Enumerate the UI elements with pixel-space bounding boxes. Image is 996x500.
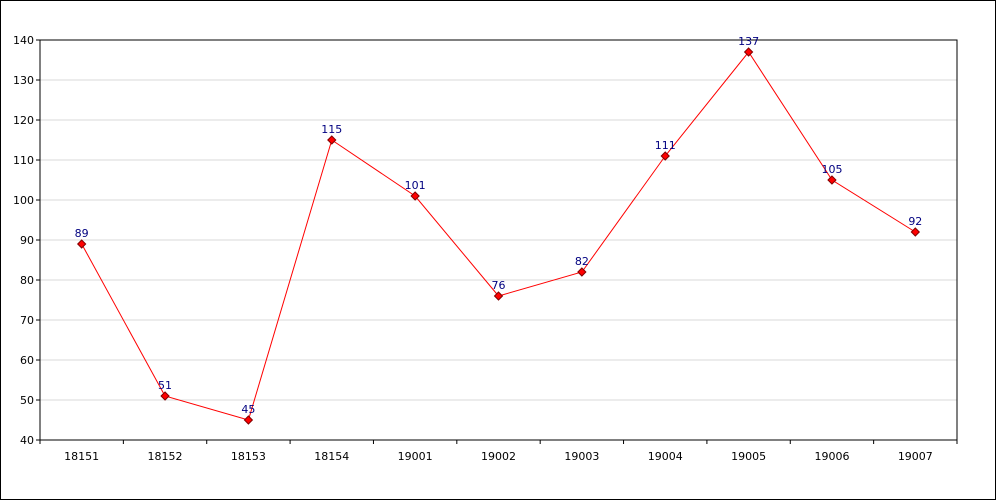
y-axis: 40 50 60 70 80 90 100 110 120 130 140 (13, 34, 40, 447)
data-point (577, 267, 587, 277)
data-label: 51 (158, 379, 172, 392)
y-tick-label: 70 (20, 314, 34, 327)
x-tick-label: 19005 (731, 450, 766, 463)
x-tick-label: 18153 (231, 450, 266, 463)
y-tick-label: 140 (13, 34, 34, 47)
data-point (910, 227, 921, 237)
x-tick-label: 19003 (564, 450, 599, 463)
data-label: 82 (575, 255, 589, 268)
data-point (660, 151, 670, 161)
data-labels: 89 51 45 115 101 76 82 111 137 105 92 (75, 35, 923, 416)
y-tick-label: 60 (20, 354, 34, 367)
y-tick-label: 130 (13, 74, 34, 87)
gridlines (40, 79, 957, 401)
data-point (76, 239, 87, 249)
data-point (410, 191, 420, 201)
data-point (160, 391, 170, 401)
data-label: 101 (405, 179, 426, 192)
data-label: 115 (321, 123, 342, 136)
data-label: 111 (655, 139, 676, 152)
x-tick-label: 18151 (64, 450, 99, 463)
data-label: 105 (821, 163, 842, 176)
data-label: 89 (75, 227, 89, 240)
y-tick-label: 90 (20, 234, 34, 247)
data-label: 137 (738, 35, 759, 48)
y-tick-label: 80 (20, 274, 34, 287)
series-markers (76, 47, 921, 425)
data-label: 76 (492, 279, 506, 292)
x-tick-label: 19004 (648, 450, 683, 463)
data-point (327, 135, 337, 145)
data-point (827, 175, 837, 185)
x-tick-label: 19002 (481, 450, 516, 463)
data-point (493, 291, 504, 301)
data-point (743, 47, 754, 57)
y-tick-label: 50 (20, 394, 34, 407)
y-tick-label: 100 (13, 194, 34, 207)
data-point (243, 415, 254, 425)
y-tick-label: 110 (13, 154, 34, 167)
series-line (81, 51, 916, 421)
x-tick-label: 19007 (898, 450, 933, 463)
x-tick-label: 18154 (314, 450, 349, 463)
y-tick-label: 40 (20, 434, 34, 447)
x-tick-label: 18152 (148, 450, 183, 463)
x-axis: 18151 18152 18153 18154 19001 19002 19003 19004… (39, 440, 958, 463)
data-label: 45 (241, 403, 255, 416)
y-tick-label: 120 (13, 114, 34, 127)
x-tick-label: 19001 (398, 450, 433, 463)
data-label: 92 (908, 215, 922, 228)
x-tick-label: 19006 (814, 450, 849, 463)
